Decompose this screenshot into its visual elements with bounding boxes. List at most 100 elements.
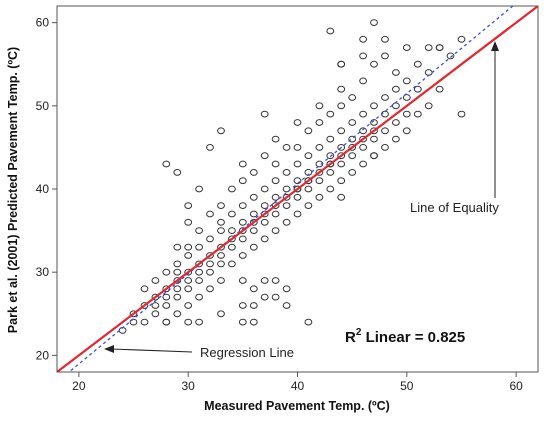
data-point bbox=[359, 127, 368, 135]
data-point bbox=[402, 44, 411, 51]
data-point bbox=[392, 119, 400, 126]
data-point bbox=[195, 318, 204, 326]
data-point bbox=[413, 85, 422, 93]
data-point bbox=[195, 293, 204, 301]
data-point bbox=[206, 235, 214, 243]
data-point bbox=[206, 285, 214, 293]
data-point bbox=[184, 268, 193, 276]
data-point bbox=[249, 210, 258, 218]
data-point bbox=[173, 285, 182, 293]
data-point bbox=[293, 119, 302, 126]
data-point bbox=[151, 302, 160, 309]
data-point bbox=[359, 52, 368, 60]
data-point bbox=[217, 310, 225, 318]
data-point bbox=[304, 185, 313, 193]
data-point bbox=[435, 44, 444, 51]
data-point bbox=[337, 160, 346, 168]
data-point bbox=[381, 35, 389, 43]
data-point bbox=[381, 94, 389, 101]
data-point bbox=[162, 160, 171, 168]
y-tick-label: 40 bbox=[36, 182, 50, 196]
data-points bbox=[118, 19, 466, 334]
data-point bbox=[392, 135, 400, 143]
data-point bbox=[337, 152, 346, 160]
data-point bbox=[326, 185, 335, 193]
data-point bbox=[359, 135, 368, 143]
data-point bbox=[217, 218, 225, 226]
data-point bbox=[206, 260, 214, 268]
data-point bbox=[238, 218, 247, 226]
data-point bbox=[195, 260, 204, 268]
data-point bbox=[260, 235, 269, 243]
r2-annotation: R2 Linear = 0.825 bbox=[345, 327, 465, 346]
data-point bbox=[184, 243, 193, 251]
data-point bbox=[370, 127, 378, 135]
data-point bbox=[370, 60, 378, 68]
data-point bbox=[228, 185, 236, 193]
data-point bbox=[293, 177, 302, 185]
data-point bbox=[228, 210, 236, 218]
data-point bbox=[249, 193, 258, 201]
data-point bbox=[282, 169, 291, 176]
data-point bbox=[337, 177, 346, 185]
data-point bbox=[446, 52, 455, 60]
data-point bbox=[337, 144, 346, 151]
data-point bbox=[249, 227, 258, 235]
data-point bbox=[315, 144, 324, 151]
data-point bbox=[238, 235, 247, 243]
data-point bbox=[402, 110, 411, 118]
data-point bbox=[260, 152, 269, 160]
data-point bbox=[228, 227, 236, 235]
data-point bbox=[304, 318, 313, 326]
data-point bbox=[271, 293, 280, 301]
data-point bbox=[173, 277, 182, 284]
data-point bbox=[337, 60, 346, 68]
data-point bbox=[217, 227, 225, 235]
data-point bbox=[238, 160, 247, 168]
data-point bbox=[140, 318, 149, 326]
r2-superscript: 2 bbox=[356, 327, 362, 338]
data-point bbox=[129, 310, 138, 318]
data-point bbox=[413, 60, 422, 68]
data-point bbox=[238, 227, 247, 235]
data-point bbox=[271, 227, 280, 235]
data-point bbox=[326, 135, 335, 143]
regression-line-label: Regression Line bbox=[200, 345, 294, 360]
data-point bbox=[326, 160, 335, 168]
data-point bbox=[359, 35, 368, 43]
data-point bbox=[282, 144, 291, 151]
data-point bbox=[348, 119, 357, 126]
data-point bbox=[282, 218, 291, 226]
data-point bbox=[424, 44, 433, 51]
data-point bbox=[249, 285, 258, 293]
data-point bbox=[337, 193, 346, 201]
data-point bbox=[348, 152, 357, 160]
data-point bbox=[260, 218, 269, 226]
x-tick-label: 40 bbox=[291, 379, 305, 393]
data-point bbox=[413, 110, 422, 118]
data-point bbox=[184, 302, 193, 309]
data-point bbox=[206, 252, 214, 259]
data-point bbox=[162, 318, 171, 326]
data-point bbox=[337, 102, 346, 110]
data-point bbox=[315, 102, 324, 110]
regression-arrowhead bbox=[104, 345, 114, 353]
data-point bbox=[337, 85, 346, 93]
y-axis-ticks: 20 30 40 50 60 bbox=[36, 16, 57, 362]
data-point bbox=[315, 119, 324, 126]
data-point bbox=[238, 252, 247, 259]
data-point bbox=[217, 252, 225, 259]
data-point bbox=[271, 277, 280, 284]
data-point bbox=[326, 152, 335, 160]
y-tick-label: 30 bbox=[36, 265, 50, 279]
data-point bbox=[217, 260, 225, 268]
x-tick-label: 30 bbox=[182, 379, 196, 393]
r2-value: Linear = 0.825 bbox=[361, 329, 465, 346]
data-point bbox=[173, 310, 182, 318]
data-point bbox=[206, 268, 214, 276]
data-point bbox=[195, 277, 204, 284]
data-point bbox=[381, 144, 389, 151]
data-point bbox=[282, 193, 291, 201]
data-point bbox=[359, 110, 368, 118]
